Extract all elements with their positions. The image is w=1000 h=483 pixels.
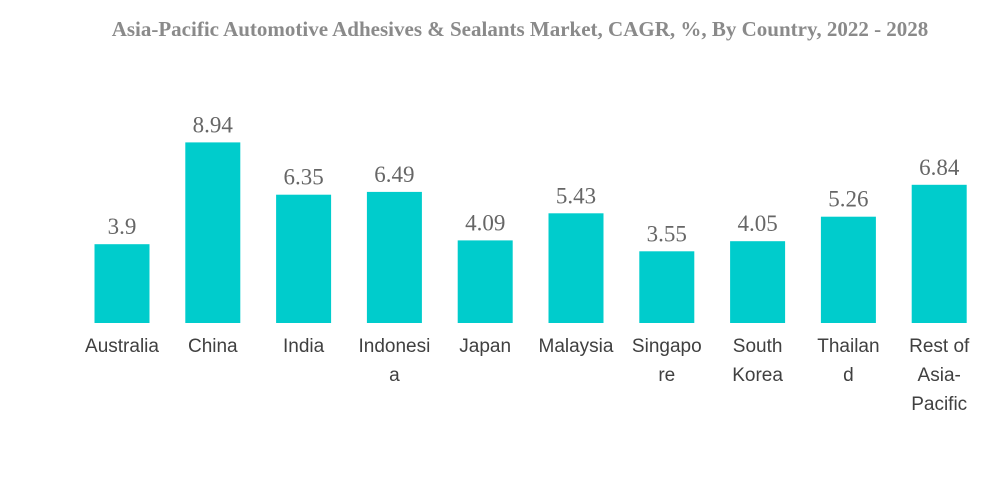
value-label: 4.09 — [465, 210, 505, 235]
bar-south-korea — [730, 241, 786, 323]
bar-rest-of-asia-pacific — [911, 184, 967, 323]
value-label: 6.35 — [283, 165, 323, 190]
value-label: 5.43 — [556, 183, 596, 208]
bar-singapore — [639, 251, 695, 323]
x-tick-label: India — [283, 336, 325, 357]
bar-thailand — [820, 216, 876, 323]
bar-india — [276, 194, 332, 323]
bar-australia — [94, 244, 150, 323]
bar-japan — [457, 240, 513, 323]
x-tick-label: Rest of Asia-Pacific — [909, 336, 970, 415]
value-label: 3.9 — [108, 214, 137, 239]
x-tick-label: South Korea — [732, 336, 783, 386]
x-tick-label: Indonesi a — [358, 336, 430, 386]
bar-indonesia — [366, 191, 422, 323]
bar-malaysia — [548, 213, 604, 323]
chart-title: Asia-Pacific Automotive Adhesives & Seal… — [111, 17, 929, 41]
x-tick-label: China — [188, 336, 238, 357]
value-label: 6.84 — [919, 155, 960, 180]
bar-china — [185, 142, 241, 323]
bars-layer — [94, 142, 967, 323]
value-label: 8.94 — [193, 112, 234, 137]
x-tick-label: Thailan d — [817, 336, 879, 386]
value-label: 5.26 — [828, 187, 868, 212]
value-label: 4.05 — [737, 211, 777, 236]
x-tick-label: Singapo re — [632, 336, 702, 386]
x-tick-label: Malaysia — [539, 336, 614, 357]
value-label: 6.49 — [374, 162, 414, 187]
x-tick-label: Japan — [459, 336, 511, 357]
x-tick-labels-layer: Australia China India Indonesi a Japan Malaysi… — [85, 336, 970, 415]
x-tick-label: Australia — [85, 336, 159, 357]
value-labels-layer: 3.9 8.94 6.35 6.49 4.09 5.43 3.55 4.05 5.26 6.84 — [108, 112, 960, 246]
value-label: 3.55 — [647, 221, 687, 246]
